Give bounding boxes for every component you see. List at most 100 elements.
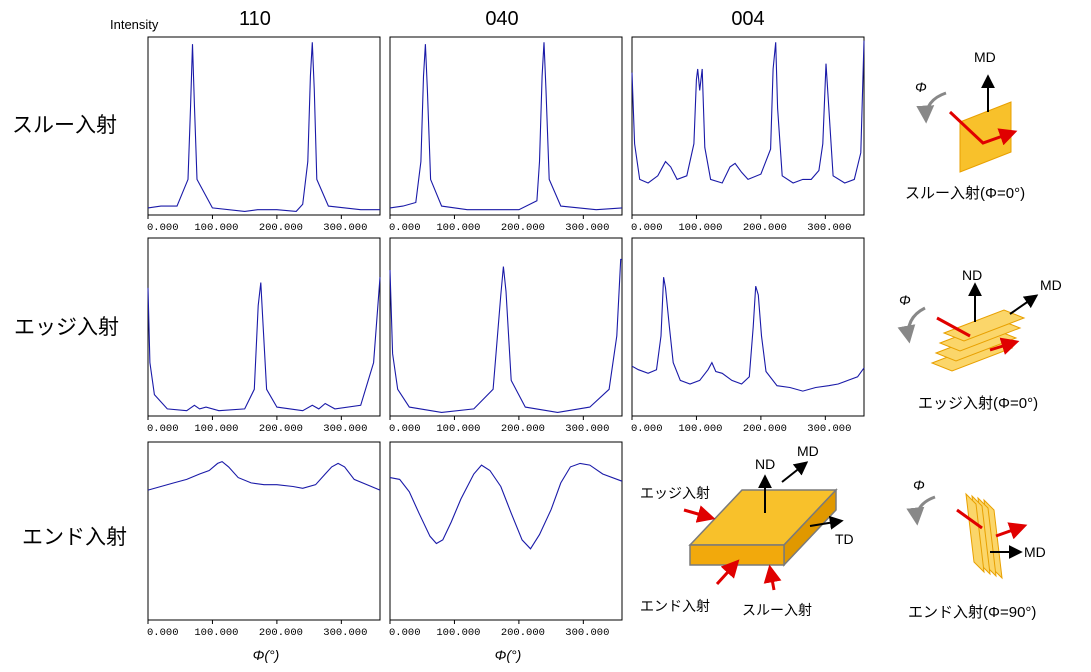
md-label: MD <box>1024 544 1046 560</box>
x-tick-label: 100.000 <box>678 222 722 234</box>
end-beam <box>715 559 740 586</box>
x-tick-label: 200.000 <box>743 222 787 234</box>
intensity-label: Intensity <box>110 17 159 32</box>
caption-end: エンド入射(Φ=90°) <box>908 604 1036 621</box>
schematic-edge: Φ ND MD エッジ入射(Φ=0°) <box>897 267 1062 412</box>
x-tick-label: 100.000 <box>436 222 480 234</box>
nd-label: ND <box>755 456 775 472</box>
x-tick-label: 300.000 <box>565 627 609 639</box>
through-beam <box>763 564 782 591</box>
x-tick-label: 100.000 <box>436 423 480 435</box>
nd-label: ND <box>962 267 982 283</box>
md-arrow <box>1009 294 1039 315</box>
x-tick-label: 0.000 <box>147 222 179 234</box>
chart-panel-110-row2: 0.000 100.000 200.000 300.000 <box>147 441 381 639</box>
x-tick-label: 0.000 <box>631 222 663 234</box>
schematic-through: Φ MD スルー入射(Φ=0°) <box>905 49 1025 202</box>
through-incidence-label: スルー入射 <box>742 602 812 618</box>
beam-out <box>995 522 1028 540</box>
sample-sheet <box>959 101 1012 173</box>
x-axis-label-110: Φ(°) <box>253 647 280 663</box>
md-label: MD <box>797 443 819 459</box>
phi-label: Φ <box>915 79 927 95</box>
plot-frame <box>389 36 623 216</box>
row-label-end: エンド入射 <box>22 526 127 549</box>
x-tick-label: 300.000 <box>565 423 609 435</box>
rotation-arrow-icon <box>897 306 926 344</box>
data-series-line <box>147 42 380 212</box>
data-series-line <box>389 462 623 550</box>
x-tick-label: 200.000 <box>259 423 303 435</box>
data-series-line <box>147 460 381 491</box>
x-tick-label: 200.000 <box>743 423 787 435</box>
row-label-through: スルー入射 <box>12 114 117 137</box>
x-tick-label: 300.000 <box>323 423 367 435</box>
plot-frame <box>631 36 865 216</box>
x-tick-label: 0.000 <box>147 627 179 639</box>
column-header-004: 004 <box>731 8 764 30</box>
plot-frame <box>389 237 623 417</box>
plot-frame <box>631 237 865 417</box>
x-tick-label: 300.000 <box>323 222 367 234</box>
x-tick-label: 100.000 <box>194 222 238 234</box>
x-tick-label: 200.000 <box>259 222 303 234</box>
x-tick-label: 100.000 <box>194 627 238 639</box>
x-axis-label-040: Φ(°) <box>495 647 522 663</box>
x-tick-label: 200.000 <box>259 627 303 639</box>
data-series-line <box>147 277 381 412</box>
chart-panel-040-row2: 0.000 100.000 200.000 300.000 <box>389 441 623 639</box>
plot-frame <box>147 441 381 621</box>
edge-incidence-label: エッジ入射 <box>640 485 710 501</box>
chart-panel-040-row0: 0.000 100.000 200.000 300.000 <box>389 36 623 234</box>
caption-edge: エッジ入射(Φ=0°) <box>918 395 1038 412</box>
plot-frame <box>147 237 381 417</box>
data-series-line <box>389 258 622 413</box>
phi-label: Φ <box>913 477 925 493</box>
x-tick-label: 0.000 <box>147 423 179 435</box>
data-series-line <box>389 42 623 211</box>
x-tick-label: 100.000 <box>436 627 480 639</box>
x-tick-label: 0.000 <box>389 222 421 234</box>
row-label-edge: エッジ入射 <box>14 316 119 339</box>
edge-beam <box>683 505 716 523</box>
x-tick-label: 0.000 <box>389 627 421 639</box>
column-header-040: 040 <box>485 8 518 30</box>
chart-panel-004-row1: 0.000 100.000 200.000 300.000 <box>631 237 865 435</box>
schematic-end: Φ MD エンド入射(Φ=90°) <box>906 477 1046 621</box>
x-tick-label: 200.000 <box>501 423 545 435</box>
x-tick-label: 0.000 <box>631 423 663 435</box>
data-series-line <box>631 277 865 392</box>
md-label: MD <box>1040 277 1062 293</box>
x-tick-label: 300.000 <box>565 222 609 234</box>
column-header-110: 110 <box>239 8 271 30</box>
md-arrow <box>781 461 809 483</box>
phi-label: Φ <box>899 292 911 308</box>
plot-frame <box>147 36 381 216</box>
rotation-arrow-icon <box>916 91 947 124</box>
chart-panel-004-row0: 0.000 100.000 200.000 300.000 <box>631 36 865 234</box>
beam-arrow <box>948 110 1018 146</box>
beam-in <box>956 508 983 530</box>
x-tick-label: 0.000 <box>389 423 421 435</box>
beam-in <box>936 316 971 338</box>
rotation-arrow-icon <box>906 495 936 526</box>
x-tick-label: 100.000 <box>678 423 722 435</box>
x-tick-label: 200.000 <box>501 222 545 234</box>
x-tick-label: 200.000 <box>501 627 545 639</box>
data-series-line <box>631 40 865 184</box>
sample-box-diagram: ND MD TD エッジ入射 エンド入射 スルー入射 <box>640 443 854 618</box>
end-incidence-label: エンド入射 <box>640 598 710 614</box>
md-label: MD <box>974 49 996 65</box>
x-tick-label: 100.000 <box>194 423 238 435</box>
chart-panel-110-row0: 0.000 100.000 200.000 300.000 <box>147 36 381 234</box>
td-arrow <box>809 515 844 530</box>
td-label: TD <box>835 531 854 547</box>
x-tick-label: 300.000 <box>807 423 851 435</box>
sample-layer <box>965 492 985 574</box>
chart-panel-040-row1: 0.000 100.000 200.000 300.000 <box>389 237 623 435</box>
beam-out <box>989 337 1020 355</box>
plot-frame <box>389 441 623 621</box>
chart-panel-110-row1: 0.000 100.000 200.000 300.000 <box>147 237 381 435</box>
caption-through: スルー入射(Φ=0°) <box>905 185 1025 202</box>
